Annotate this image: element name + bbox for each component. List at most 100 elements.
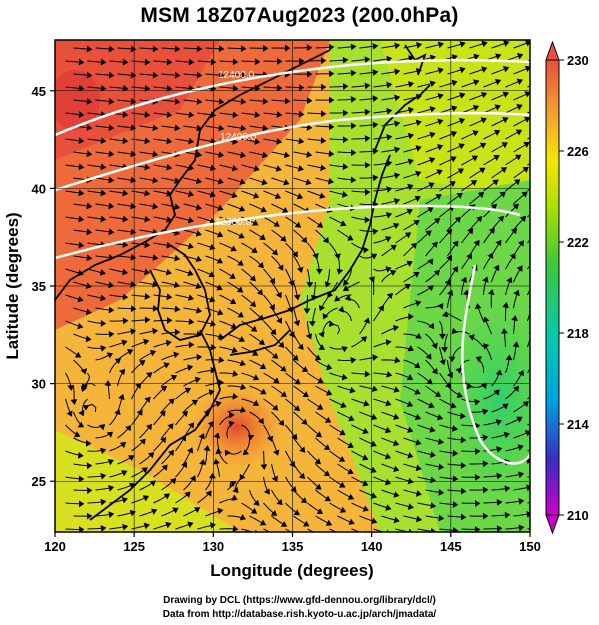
streamline-arrowhead [166, 111, 173, 119]
streamline-arrowhead [85, 335, 92, 343]
streamline-arrowhead [284, 44, 291, 52]
streamline-arrowhead [121, 470, 128, 477]
streamline-arrowhead [439, 359, 446, 366]
streamline-arrowhead [188, 58, 195, 66]
streamline-arrowhead [188, 422, 195, 429]
streamline-arrowhead [474, 448, 481, 455]
streamline-arrowhead [467, 228, 474, 235]
streamline-arrowhead [473, 53, 480, 61]
streamline-arrowhead [534, 229, 539, 234]
streamline-arrowhead [458, 117, 466, 125]
streamline-arrowhead [130, 305, 137, 313]
streamline-arrowhead [130, 202, 137, 210]
streamline-arrowhead [232, 486, 239, 494]
streamline-arrowhead [433, 269, 440, 276]
streamline-arrowhead [414, 362, 421, 369]
streamline-arrowhead [144, 396, 151, 403]
streamline-arrowhead [347, 234, 354, 241]
streamline-arrowhead [86, 487, 93, 495]
streamline-arrowhead [280, 235, 287, 242]
streamline-arrowhead [271, 475, 278, 483]
streamline [536, 42, 553, 49]
streamline-arrowhead [142, 495, 150, 502]
streamline-arrowhead [229, 298, 237, 304]
streamline-arrowhead [114, 358, 122, 365]
streamline-arrowhead [392, 222, 400, 230]
streamline-arrowhead [122, 317, 129, 325]
streamline-arrowhead [122, 241, 129, 249]
streamline-arrowhead [319, 533, 324, 538]
streamline-arrowhead [482, 512, 489, 520]
streamline-arrowhead [108, 124, 115, 132]
latitude-axis: 45 40 35 30 25 [32, 84, 55, 489]
streamline-arrowhead [130, 98, 137, 105]
streamline-arrowhead [106, 352, 114, 359]
streamline-arrowhead [516, 265, 523, 272]
streamline-arrowhead [144, 215, 151, 223]
streamline-arrowhead [160, 436, 167, 444]
streamline-arrowhead [326, 363, 333, 371]
streamline-arrowhead [427, 258, 434, 265]
streamline-arrowhead [516, 53, 524, 60]
streamline-arrowhead [394, 146, 401, 154]
streamline-arrowhead [305, 333, 313, 340]
streamline-arrowhead [119, 442, 127, 449]
streamline-arrowhead [364, 188, 371, 196]
streamline-arrowhead [108, 330, 115, 338]
streamline-arrowhead [146, 372, 153, 379]
streamline-arrowhead [166, 137, 173, 145]
streamline-arrowhead [384, 453, 392, 460]
streamline-arrowhead [66, 410, 73, 417]
streamline-arrowhead [414, 413, 422, 421]
streamline-arrowhead [296, 192, 304, 200]
streamline-arrowhead [100, 472, 107, 480]
streamline-arrowhead [187, 364, 194, 372]
streamline-arrowhead [273, 220, 280, 227]
streamline-arrowhead [429, 451, 436, 458]
streamline-arrowhead [257, 417, 264, 425]
streamline [536, 242, 547, 257]
streamline-arrowhead [318, 331, 325, 338]
streamline-arrowhead [350, 176, 357, 184]
streamline-arrowhead [536, 386, 541, 391]
streamline-arrowhead [254, 138, 261, 145]
streamline-arrowhead [534, 254, 538, 259]
streamline [527, 337, 530, 348]
streamline-arrowhead [230, 481, 237, 487]
streamline-arrowhead [342, 279, 350, 286]
streamline-arrowhead [306, 70, 313, 78]
streamline-arrowhead [242, 448, 250, 456]
streamline-arrowhead [324, 281, 332, 288]
lon-tick-label: 135 [282, 539, 304, 554]
streamline-arrowhead [187, 216, 194, 224]
streamline-arrowhead [86, 462, 93, 470]
streamline-arrowhead [364, 370, 371, 378]
streamline-arrowhead [394, 94, 401, 102]
streamline-arrowhead [174, 177, 181, 184]
x-axis-label: Longitude (degrees) [210, 561, 373, 580]
y-axis-label: Latitude (degrees) [3, 212, 22, 359]
streamline-arrowhead [438, 489, 445, 496]
streamline-arrowhead [407, 132, 415, 140]
streamline-arrowhead [301, 236, 308, 244]
streamline-arrowhead [130, 254, 137, 261]
streamline-arrowhead [203, 445, 211, 452]
streamline-arrowhead [414, 195, 421, 202]
streamline-arrowhead [298, 84, 305, 92]
streamline-arrowhead [390, 244, 397, 251]
streamline-arrowhead [328, 123, 335, 131]
streamline-arrowhead [272, 449, 280, 456]
streamline-arrowhead [174, 45, 181, 53]
streamline-arrowhead [502, 403, 509, 410]
streamline-arrowhead [389, 269, 397, 277]
streamline-arrowhead [259, 519, 267, 526]
streamline-arrowhead [272, 404, 279, 411]
streamline-arrowhead [407, 345, 414, 352]
streamline-arrowhead [320, 164, 327, 172]
streamline-arrowhead [408, 81, 415, 88]
streamline-arrowhead [385, 339, 392, 346]
streamline-arrowhead [100, 163, 107, 171]
colorbar-tick-label: 230 [567, 53, 589, 68]
streamline-arrowhead [228, 411, 235, 419]
streamline-arrowhead [100, 447, 107, 455]
